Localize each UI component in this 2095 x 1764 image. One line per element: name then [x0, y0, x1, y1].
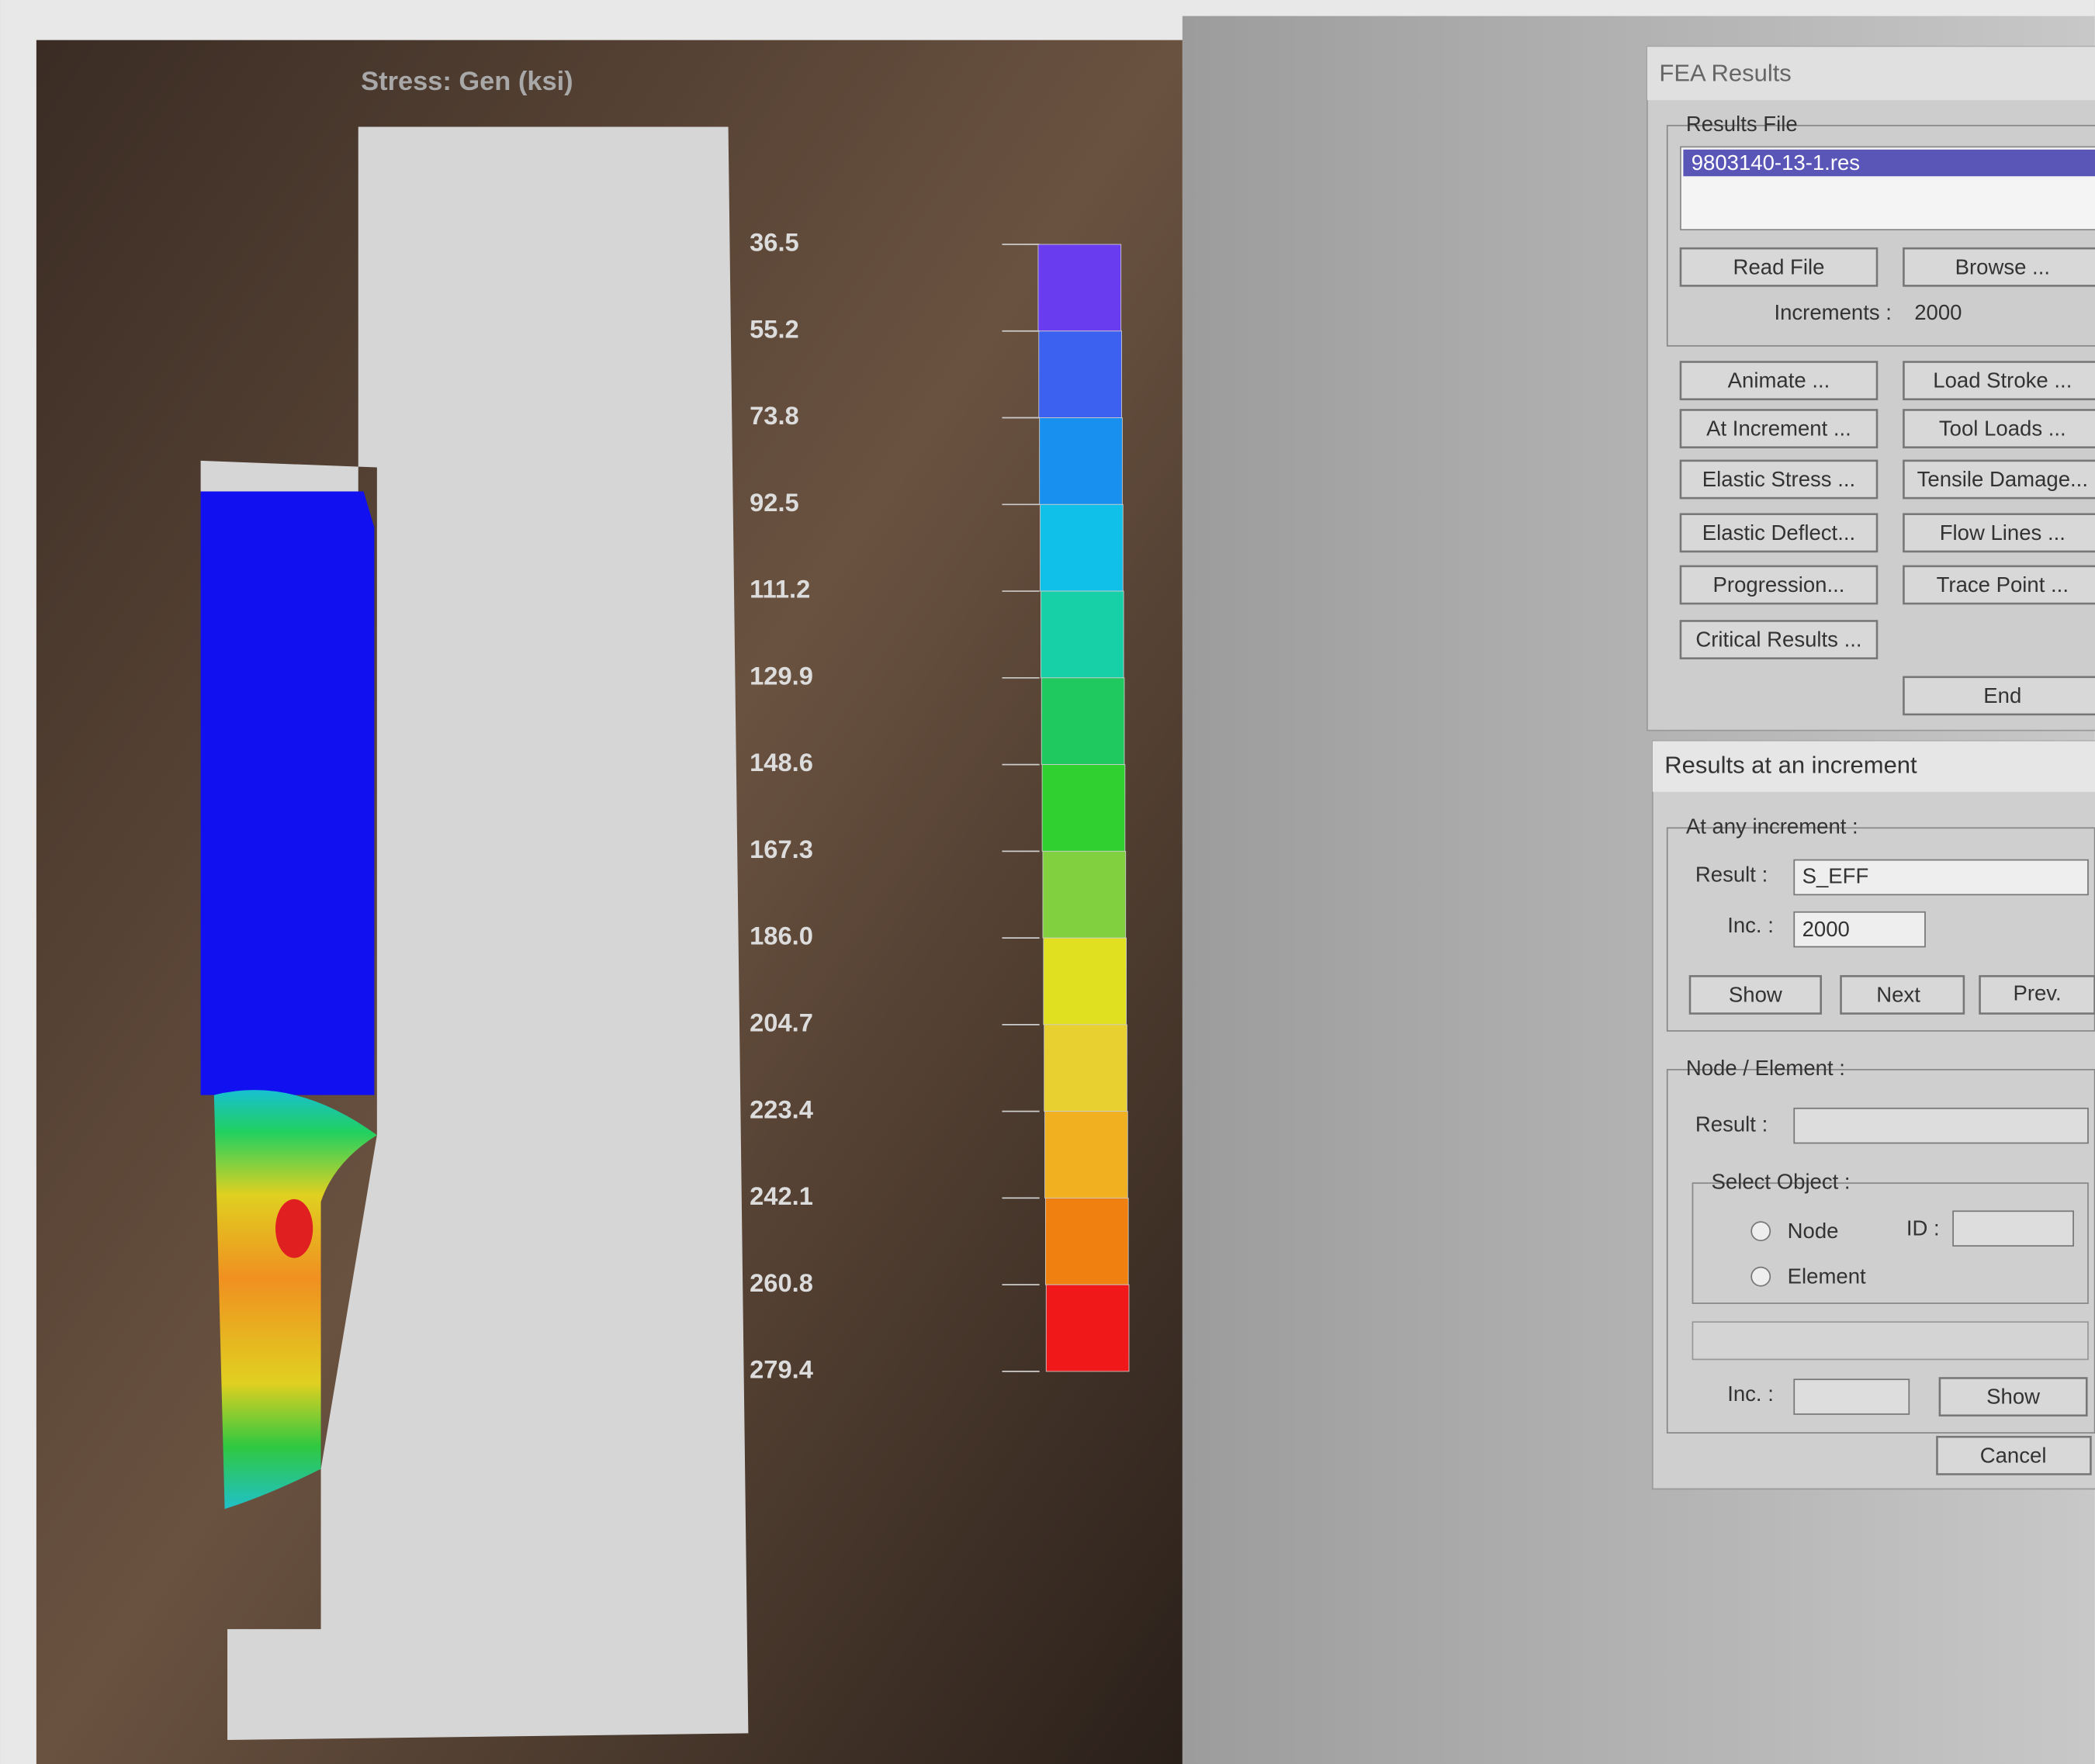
group-label: At any increment :: [1686, 815, 1858, 839]
dialog-title: Results at an increment: [1664, 751, 1917, 778]
legend-band: [1040, 590, 1124, 679]
button-label: Elastic Stress ...: [1702, 467, 1855, 491]
legend-label: 204.7: [750, 1008, 813, 1037]
dialog-title: FEA Results: [1659, 60, 1791, 87]
legend-band: [1044, 1111, 1128, 1198]
input[interactable]: [1793, 911, 1926, 948]
button-label: Elastic Deflect...: [1702, 521, 1855, 545]
viewport-title: Stress: Gen (ksi): [361, 67, 573, 96]
legend-band: [1040, 503, 1124, 592]
label: Inc. :: [1727, 1382, 1774, 1406]
label: Inc. :: [1727, 913, 1774, 937]
button[interactable]: [1679, 459, 1879, 500]
button[interactable]: [1903, 361, 2095, 400]
button-label: End: [1983, 683, 2021, 707]
legend-label: 111.2: [750, 575, 810, 604]
button-label: Tool Loads ...: [1939, 417, 2066, 441]
radio-label: Element: [1788, 1264, 1866, 1288]
dropdown[interactable]: [1793, 1107, 2089, 1144]
part: [200, 126, 749, 1741]
legend-label: 92.5: [750, 488, 799, 517]
button[interactable]: [1679, 565, 1879, 605]
label: Increments :: [1774, 300, 1891, 324]
legend-label: 186.0: [750, 922, 813, 950]
button[interactable]: [1679, 513, 1879, 553]
legend-label: 148.6: [750, 748, 813, 777]
label: ID :: [1906, 1216, 1940, 1240]
group-label: Node / Element :: [1686, 1056, 1845, 1080]
button-label: Prev.: [2013, 981, 2061, 1005]
legend-label: 167.3: [750, 835, 813, 863]
button[interactable]: [1840, 975, 1965, 1015]
file-item[interactable]: 9803140-13-1.res: [1692, 150, 1860, 175]
legend-band: [1041, 677, 1125, 766]
button[interactable]: [1936, 1435, 2092, 1475]
button-label: Show: [1986, 1385, 2040, 1409]
legend-label: 36.5: [750, 228, 799, 257]
button[interactable]: [1903, 459, 2095, 500]
button-label: Load Stroke ...: [1933, 368, 2072, 393]
legend-band: [1045, 1284, 1130, 1372]
button[interactable]: [1903, 409, 2095, 448]
legend-band: [1044, 1197, 1129, 1285]
button-label: At Increment ...: [1706, 417, 1851, 441]
button[interactable]: [1938, 1377, 2088, 1416]
legend-label: 279.4: [750, 1355, 813, 1384]
button-label: Animate ...: [1728, 368, 1830, 393]
button[interactable]: [1679, 620, 1879, 659]
dropdown-value: S_EFF: [1802, 863, 1869, 887]
button-label: Browse ...: [1955, 254, 2050, 278]
legend-band: [1041, 764, 1126, 852]
legend-label: 223.4: [750, 1095, 813, 1123]
button-label: Critical Results ...: [1695, 628, 1861, 652]
legend-label: 129.9: [750, 661, 813, 690]
increment-dialog: Results at an increment At any increment…: [1651, 740, 2095, 1490]
legend-band: [1039, 417, 1123, 505]
button[interactable]: [1679, 361, 1879, 400]
legend-band: [1044, 1024, 1127, 1112]
group-label: Select Object :: [1712, 1169, 1851, 1193]
stress-high: [213, 1090, 377, 1510]
button-label: Progression...: [1713, 572, 1845, 597]
button-label: Read File: [1733, 254, 1825, 278]
legend-label: 55.2: [750, 314, 799, 343]
label: Result :: [1695, 1112, 1768, 1136]
button[interactable]: [1688, 975, 1822, 1015]
legend-band: [1038, 330, 1122, 418]
legend-band: [1043, 937, 1127, 1026]
legend: 36.5 55.2 73.8 92.5 111.2 129.9 148.6 167.3 186.…: [750, 228, 1130, 1384]
radio[interactable]: [1750, 1266, 1771, 1287]
legend-label: 242.1: [750, 1181, 813, 1210]
stress-peak: [275, 1198, 313, 1258]
button-label: Cancel: [1980, 1443, 2047, 1467]
input-value: 2000: [1802, 917, 1850, 941]
button[interactable]: [1679, 247, 1879, 287]
button[interactable]: [1903, 676, 2095, 716]
stress-low: [200, 491, 375, 1095]
button-label: Next: [1876, 982, 1920, 1006]
group-label: Results File: [1686, 112, 1798, 136]
input[interactable]: [1952, 1210, 2074, 1247]
input[interactable]: [1793, 1378, 1910, 1415]
button-label: Flow Lines ...: [1940, 521, 2066, 545]
button-label: Show: [1729, 982, 1782, 1006]
legend-label: 73.8: [750, 401, 799, 430]
legend-band: [1042, 850, 1127, 939]
button-label: Trace Point ...: [1937, 572, 2069, 597]
button[interactable]: [1903, 565, 2095, 605]
button[interactable]: [1903, 513, 2095, 553]
value: 2000: [1914, 300, 1962, 324]
dropdown[interactable]: [1793, 859, 2089, 896]
fea-results-dialog: FEA Results Results File 9803140-13-1.re…: [1647, 46, 2095, 732]
button-label: Tensile Damage...: [1917, 467, 2088, 491]
label: Result :: [1695, 863, 1768, 887]
legend-label: 260.8: [750, 1268, 813, 1297]
button[interactable]: [1903, 247, 2095, 287]
radio-label: Node: [1788, 1219, 1839, 1243]
legend-band: [1037, 244, 1122, 332]
button[interactable]: [1679, 409, 1879, 448]
radio[interactable]: [1750, 1221, 1771, 1242]
